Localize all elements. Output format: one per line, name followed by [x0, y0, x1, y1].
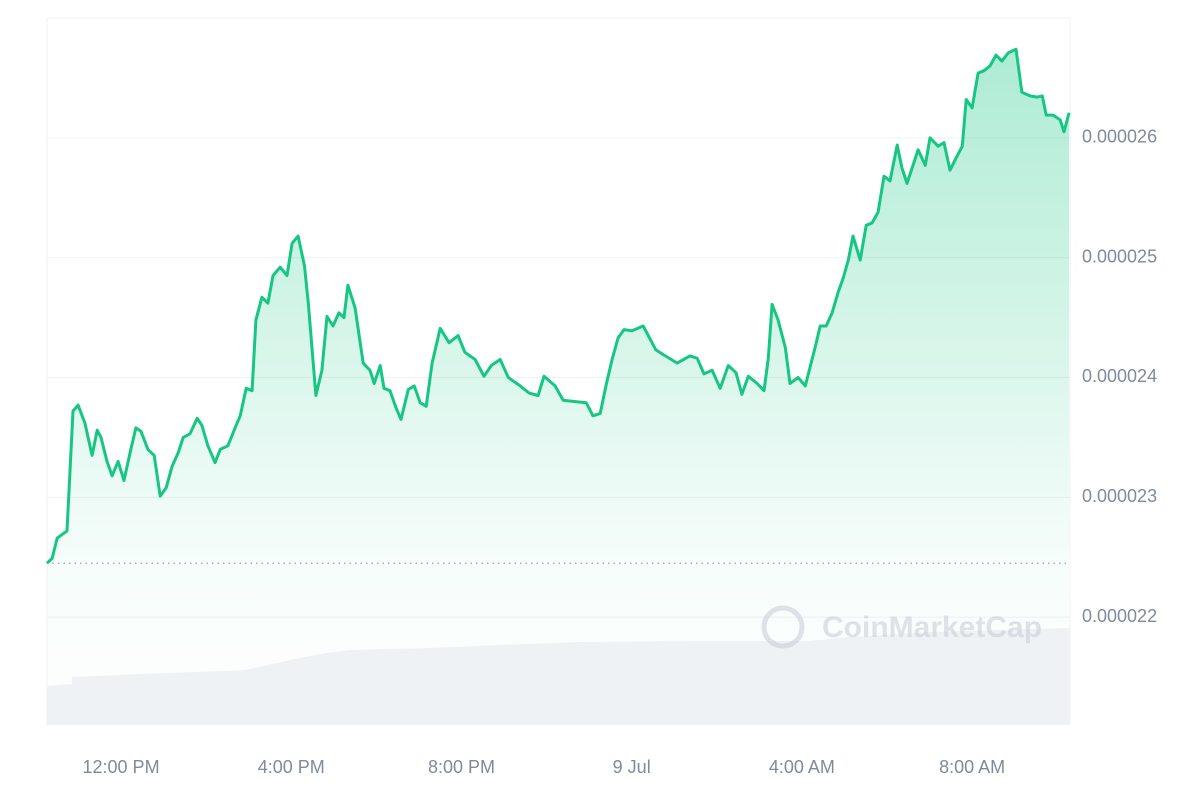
price-line: [45, 47, 1071, 565]
axes: 0.000022 0.000023 0.000024 0.000025 0.000026…: [83, 127, 1158, 777]
y-tick-label: 0.000024: [1082, 366, 1157, 386]
volume-area: [47, 628, 1070, 725]
x-tick-label: 9 Jul: [613, 757, 651, 777]
plot: [45, 47, 1071, 725]
watermark-logo: [761, 605, 805, 649]
y-tick-label: 0.000022: [1082, 606, 1157, 626]
watermark: CoinMarketCap: [761, 605, 1042, 649]
y-tick-label: 0.000023: [1082, 486, 1157, 506]
y-tick-label: 0.000026: [1082, 127, 1157, 147]
x-tick-label: 8:00 AM: [939, 757, 1005, 777]
x-tick-label: 8:00 PM: [428, 757, 495, 777]
x-tick-label: 4:00 AM: [769, 757, 835, 777]
watermark-text: CoinMarketCap: [822, 611, 1042, 644]
x-tick-label: 12:00 PM: [83, 757, 160, 777]
y-tick-label: 0.000025: [1082, 246, 1157, 266]
x-tick-label: 4:00 PM: [258, 757, 325, 777]
area: [47, 49, 1070, 725]
